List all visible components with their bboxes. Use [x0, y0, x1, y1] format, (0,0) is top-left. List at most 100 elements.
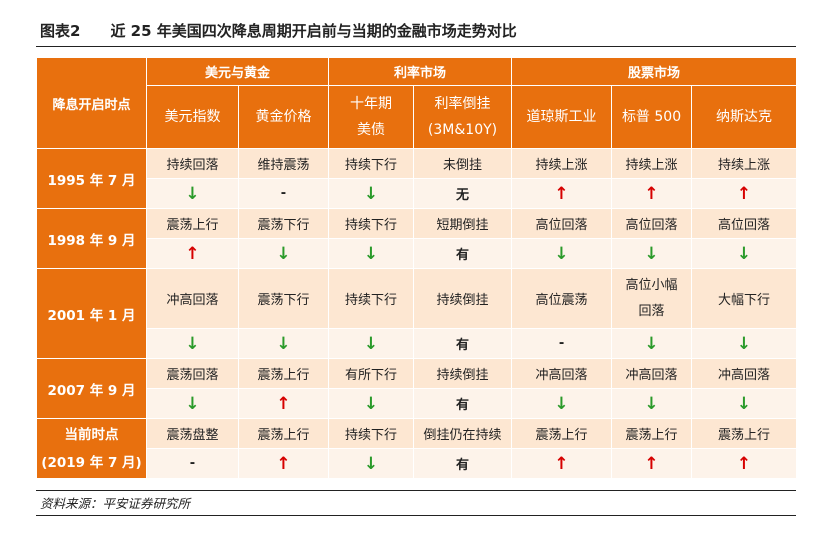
signal-cell: ↑: [146, 238, 239, 269]
table-row: 2007 年 9 月震荡回落 震荡上行 有所下行 持续倒挂 冲高回落 冲高回落 冲高回落: [36, 358, 798, 419]
table-row: 1995 年 7 月持续回落 维持震荡 持续下行 未倒挂 持续上涨 持续上涨 持续上涨: [36, 148, 798, 209]
trend-cell: 震荡下行: [237, 268, 330, 329]
signal-cell: ↑: [511, 178, 613, 209]
col-header-inversion-line2: (3M&10Y): [427, 122, 498, 138]
signal-cell: ↓: [328, 238, 415, 269]
figure-number: 图表2: [40, 21, 81, 40]
table-row-signal: ↓ ↑ ↓ 有 ↓ ↓ ↓: [37, 388, 798, 419]
trend-cell: 大幅下行: [691, 268, 798, 329]
arrow-up-icon: ↑: [554, 453, 569, 474]
source-note: 资料来源：平安证券研究所: [36, 490, 796, 516]
signal-cell: ↑: [237, 448, 330, 479]
signal-cell: -: [511, 328, 613, 359]
trend-cell: 持续下行: [328, 418, 415, 449]
trend-cell: 倒挂仍在持续: [413, 418, 513, 449]
signal-cell: ↓: [146, 388, 239, 419]
arrow-down-icon: ↓: [644, 333, 659, 354]
col-header-10y-line2: 美债: [357, 122, 386, 138]
signal-cell: ↓: [328, 448, 415, 479]
arrow-down-icon: ↓: [736, 393, 752, 414]
trend-cell: 冲高回落: [511, 358, 613, 389]
trend-cell: 震荡上行: [146, 208, 239, 239]
signal-cell: ↓: [611, 238, 693, 269]
table-row-signal: ↑ ↓ ↓ 有 ↓ ↓ ↓: [37, 238, 798, 269]
trend-cell: 持续下行: [328, 268, 415, 329]
table-row: 当前时点 (2019 年 7 月) 震荡盘整 震荡上行 持续下行 倒挂仍在持续 震荡上行 震荡…: [36, 418, 798, 479]
arrow-down-icon: ↓: [363, 183, 379, 204]
dash-icon: -: [189, 456, 196, 471]
trend-cell: 冲高回落: [611, 358, 693, 389]
arrow-down-icon: ↓: [363, 393, 379, 414]
row-label-line1: 当前时点: [64, 426, 119, 443]
signal-cell: ↓: [146, 178, 239, 209]
trend-cell: 高位回落: [611, 208, 693, 239]
signal-cell: ↓: [511, 238, 613, 269]
trend-cell-line: 高位小幅: [625, 277, 678, 293]
trend-cell: 震荡盘整: [146, 418, 239, 449]
trend-cell: 持续回落: [146, 148, 239, 179]
arrow-down-icon: ↓: [554, 393, 569, 414]
signal-cell: ↓: [691, 328, 798, 359]
trend-cell: 高位回落: [691, 208, 798, 239]
arrow-up-icon: ↑: [736, 453, 752, 474]
signal-cell: ↓: [691, 238, 798, 269]
arrow-down-icon: ↓: [554, 243, 569, 264]
signal-cell: ↑: [691, 448, 798, 479]
trend-cell: 高位回落: [511, 208, 613, 239]
arrow-down-icon: ↓: [185, 333, 200, 354]
arrow-up-icon: ↑: [644, 183, 659, 204]
table-row-signal: ↓ - ↓ 无 ↑ ↑ ↑: [37, 178, 798, 209]
arrow-down-icon: ↓: [363, 333, 379, 354]
trend-cell: 有所下行: [328, 358, 415, 389]
trend-cell: 持续下行: [328, 148, 415, 179]
row-label: 1998 年 9 月: [36, 208, 147, 269]
signal-cell: ↓: [237, 328, 330, 359]
arrow-down-icon: ↓: [644, 243, 659, 264]
trend-cell: 持续上涨: [691, 148, 798, 179]
trend-cell: 维持震荡: [237, 148, 330, 179]
signal-cell: ↓: [237, 238, 330, 269]
inversion-flag-cell: 有: [413, 448, 513, 479]
trend-cell: 短期倒挂: [413, 208, 513, 239]
trend-cell-line: 回落: [638, 303, 665, 319]
signal-cell: ↓: [691, 388, 798, 419]
arrow-up-icon: ↑: [554, 183, 569, 204]
arrow-up-icon: ↑: [644, 453, 659, 474]
col-header-10y-treasury: 十年期 美债: [328, 85, 415, 149]
inversion-flag-cell: 有: [413, 238, 513, 269]
col-header-10y-line1: 十年期: [350, 96, 393, 112]
signal-cell: -: [237, 178, 330, 209]
arrow-down-icon: ↓: [736, 243, 752, 264]
table-body: 1995 年 7 月持续回落 维持震荡 持续下行 未倒挂 持续上涨 持续上涨 持续上涨 ↓ - ↓…: [36, 148, 798, 479]
col-header-dow-jones: 道琼斯工业: [511, 85, 613, 149]
trend-cell: 持续倒挂: [413, 268, 513, 329]
table-row: 1998 年 9 月震荡上行 震荡下行 持续下行 短期倒挂 高位回落 高位回落 高位回落: [36, 208, 798, 269]
row-header-title: 降息开启时点: [36, 57, 147, 149]
signal-cell: ↓: [328, 388, 415, 419]
signal-cell: -: [146, 448, 239, 479]
trend-cell: 高位小幅 回落: [611, 268, 693, 329]
trend-cell: 冲高回落: [691, 358, 798, 389]
arrow-up-icon: ↑: [736, 183, 752, 204]
trend-cell: 持续上涨: [611, 148, 693, 179]
row-label: 2007 年 9 月: [36, 358, 147, 419]
row-label: 1995 年 7 月: [36, 148, 147, 209]
row-label: 2001 年 1 月: [36, 268, 147, 359]
signal-cell: ↑: [511, 448, 613, 479]
arrow-down-icon: ↓: [185, 183, 200, 204]
group-header-dollar-gold: 美元与黄金: [145, 57, 330, 86]
col-header-sp500: 标普 500: [611, 85, 693, 149]
inversion-flag-cell: 无: [413, 178, 513, 209]
row-label: 当前时点 (2019 年 7 月): [36, 418, 147, 479]
dash-icon: -: [280, 186, 287, 201]
trend-cell: 持续上涨: [511, 148, 613, 179]
group-header-rates: 利率市场: [328, 57, 513, 86]
figure-title: 近 25 年美国四次降息周期开启前与当期的金融市场走势对比: [110, 21, 517, 40]
table-row-signal: - ↑ ↓ 有 ↑ ↑ ↑: [37, 448, 798, 479]
trend-cell: 震荡上行: [237, 358, 330, 389]
arrow-up-icon: ↑: [276, 393, 291, 414]
trend-cell: 震荡上行: [237, 418, 330, 449]
inversion-flag-cell: 有: [413, 388, 513, 419]
row-label-line2: (2019 年 7 月): [41, 454, 142, 471]
trend-cell: 震荡下行: [237, 208, 330, 239]
